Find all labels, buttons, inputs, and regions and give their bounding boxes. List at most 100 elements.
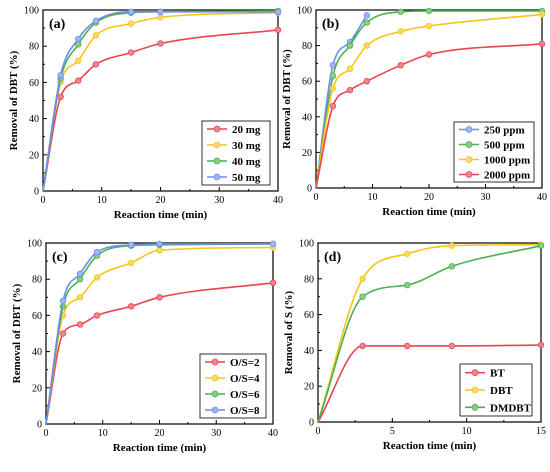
data-point <box>75 77 82 84</box>
y-tick-label: 100 <box>299 239 314 250</box>
x-axis-title: Reaction time (min) <box>383 440 477 452</box>
legend-swatch-marker <box>211 374 219 382</box>
panel-label: (d) <box>324 250 341 265</box>
panel-1: 0 10 20 30 40 0 20 40 60 80 100 Reaction time (min)… <box>8 6 283 222</box>
data-point <box>156 247 163 254</box>
data-point <box>127 49 135 56</box>
data-point <box>76 276 84 283</box>
panel-3: 0 10 20 30 40 0 20 40 60 80 100 Reaction time (min)… <box>11 239 278 455</box>
data-point <box>269 240 277 248</box>
legend-label: O/S=8 <box>230 405 260 417</box>
data-point <box>59 297 67 305</box>
panel-label: (b) <box>322 17 339 32</box>
data-point <box>425 7 433 15</box>
legend-label: 1000 ppm <box>484 155 530 167</box>
panel-2: 0 10 20 30 40 0 20 40 60 80 100 Reaction time (min)… <box>281 6 547 219</box>
data-point <box>75 57 82 64</box>
data-point <box>76 270 84 277</box>
data-point <box>397 28 404 35</box>
data-point <box>59 330 67 337</box>
panel-label: (c) <box>52 250 68 265</box>
y-tick-label: 80 <box>32 275 42 286</box>
data-point <box>397 61 404 69</box>
data-point <box>269 279 277 287</box>
legend-label: O/S=2 <box>230 357 260 369</box>
x-tick-label: 0 <box>316 426 321 437</box>
x-tick-label: 20 <box>156 195 166 206</box>
legend-label: 2000 ppm <box>484 170 530 182</box>
x-tick-label: 0 <box>44 428 49 439</box>
data-point <box>448 342 455 350</box>
legend-swatch-marker <box>471 369 479 377</box>
data-point <box>538 11 546 18</box>
y-axis-title: Removal of DBT (%) <box>11 283 23 383</box>
panel-4: 0 5 10 15 0 20 40 60 80 100 Reaction time (min) Rem… <box>283 239 546 453</box>
y-tick-label: 60 <box>29 78 39 89</box>
data-point <box>425 22 433 30</box>
x-tick-label: 30 <box>481 192 491 203</box>
data-point <box>346 42 354 49</box>
data-point <box>92 61 100 68</box>
x-tick-label: 0 <box>41 195 46 206</box>
data-point <box>363 42 371 49</box>
x-tick-label: 40 <box>273 195 283 206</box>
legend-swatch-marker <box>211 406 219 414</box>
data-point <box>274 26 282 34</box>
legend-swatch-marker <box>213 173 221 181</box>
x-axis-title: Reaction time (min) <box>113 442 207 454</box>
legend-swatch-marker <box>211 390 219 398</box>
x-tick-label: 40 <box>268 428 278 439</box>
y-tick-label: 40 <box>32 347 42 358</box>
y-tick-label: 80 <box>302 41 312 52</box>
data-point <box>157 8 164 16</box>
data-point <box>329 85 337 92</box>
series-line <box>315 14 368 189</box>
y-tick-label: 20 <box>32 383 42 394</box>
data-point <box>93 274 101 281</box>
data-point <box>329 72 337 80</box>
data-point <box>538 40 546 48</box>
legend-label: O/S=6 <box>230 389 260 401</box>
x-tick-label: 0 <box>314 192 319 203</box>
data-point <box>76 294 84 301</box>
y-tick-label: 20 <box>304 382 314 393</box>
data-point <box>404 250 411 257</box>
x-tick-label: 30 <box>214 195 224 206</box>
data-point <box>537 242 545 249</box>
y-tick-label: 60 <box>304 310 314 321</box>
legend: 20 mg 30 mg 40 mg 50 mg <box>201 120 271 186</box>
y-axis-title: Removal of DBT (%) <box>8 50 20 150</box>
data-point <box>448 263 455 270</box>
legend-label: 30 mg <box>232 140 261 152</box>
x-tick-label: 10 <box>97 195 107 206</box>
y-tick-label: 0 <box>34 187 39 198</box>
legend-box <box>199 353 267 419</box>
legend: BT DBT DMDBT <box>459 363 533 417</box>
data-point <box>346 86 354 94</box>
y-tick-label: 100 <box>24 6 39 17</box>
legend-label: 500 ppm <box>484 140 525 152</box>
data-point <box>92 32 100 39</box>
legend-swatch-marker <box>213 141 221 149</box>
legend-swatch-marker <box>465 141 473 148</box>
x-tick-label: 5 <box>390 426 395 437</box>
legend-label: DMDBT <box>490 402 532 414</box>
legend-label: 20 mg <box>232 124 261 136</box>
legend-label: 40 mg <box>232 156 261 168</box>
x-tick-label: 10 <box>368 192 378 203</box>
data-point <box>127 241 135 249</box>
legend-swatch-marker <box>465 126 473 133</box>
data-point <box>404 342 411 350</box>
y-tick-label: 80 <box>304 274 314 285</box>
data-point <box>156 294 163 301</box>
y-tick-label: 20 <box>302 148 312 159</box>
x-axis-title: Reaction time (min) <box>114 209 208 221</box>
y-tick-label: 100 <box>27 239 42 250</box>
x-tick-label: 40 <box>537 192 547 203</box>
data-point <box>363 77 371 85</box>
data-point <box>57 93 64 101</box>
legend-swatch-marker <box>213 125 221 133</box>
data-point <box>397 8 404 15</box>
y-tick-label: 40 <box>302 112 312 123</box>
legend-swatch-marker <box>465 156 473 163</box>
